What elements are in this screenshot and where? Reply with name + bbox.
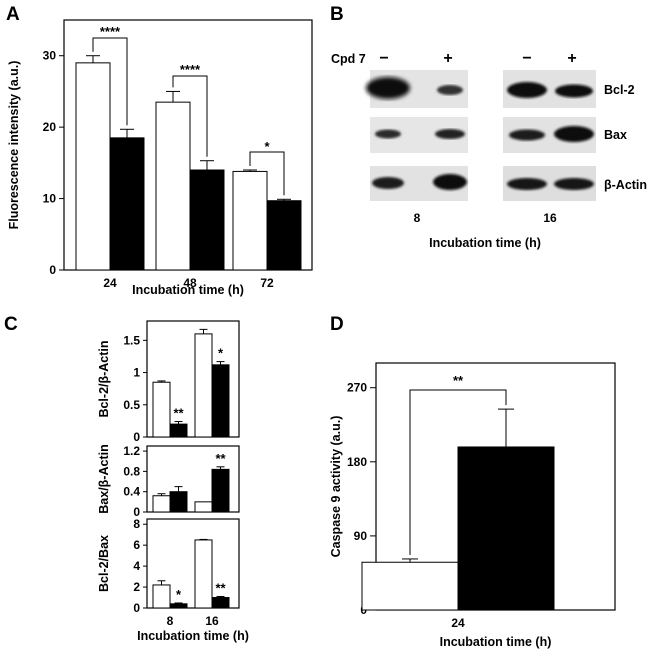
significance-bracket-A-2	[249, 151, 285, 196]
bar-D-cpd-7-24	[457, 446, 555, 611]
y-tick-label-D-3: 270	[347, 381, 367, 395]
x-tick-label-C3-1: 16	[205, 614, 219, 628]
panel-label-a: A	[6, 4, 20, 25]
x-axis-label-D: Incubation time (h)	[440, 635, 552, 649]
significance-mark-C3-0: *	[176, 587, 182, 602]
y-axis-label-D: Caspase 9 activity (a.u.)	[329, 416, 343, 558]
significance-bracket-A-1	[172, 75, 208, 157]
bar-C3-cpd-7-8	[169, 603, 188, 609]
bar-C3-control-16	[194, 539, 213, 609]
bar-C3-cpd-7-16	[211, 597, 230, 609]
y-axis-label-C3: Bcl-2/Bax	[97, 535, 111, 592]
y-tick-label-D-1: 90	[354, 529, 368, 543]
bar-A-control-72	[232, 170, 268, 271]
x-tick-label-A-0: 24	[103, 276, 117, 290]
bar-C1-control-8	[152, 381, 171, 438]
y-axis-label-C1: Bcl-2/β-Actin	[97, 340, 111, 417]
chart-a: 0 10 20 30 Fluorescence intensity (a.u.) 24 48…	[7, 19, 313, 297]
blot-time-16: 16	[543, 211, 557, 225]
bar-C2-control-8	[152, 495, 171, 513]
y-tick-label-C1-3: 1.5	[123, 333, 140, 347]
significance-bracket-A-0	[92, 37, 128, 126]
y-tick-label-C2-0: 0	[133, 505, 140, 519]
significance-mark-C3-1: **	[215, 580, 226, 595]
bar-D-control-24	[361, 561, 459, 611]
bar-C2-cpd-7-16	[211, 468, 230, 513]
bar-C3-control-8	[152, 584, 171, 609]
blot-strip-bcl2-16h	[503, 70, 596, 108]
blot-row-bcl2: Bcl-2	[604, 83, 635, 97]
y-tick-label-C3-4: 8	[133, 517, 140, 531]
significance-mark-A-0: ****	[100, 24, 121, 39]
y-tick-label-A-1: 10	[43, 192, 57, 206]
y-tick-label-C3-2: 4	[133, 559, 140, 573]
y-tick-label-C1-0: 0	[133, 430, 140, 444]
y-tick-label-A-3: 30	[43, 49, 57, 63]
bar-C1-control-16	[194, 333, 213, 438]
y-tick-label-C3-0: 0	[133, 601, 140, 615]
y-tick-label-C1-2: 1	[133, 366, 140, 380]
y-tick-label-C3-1: 2	[133, 580, 140, 594]
y-axis-label-C2: Bax/β-Actin	[97, 444, 111, 513]
chart-c-bax-actin: 0 0.4 0.8 1.2 Bax/β-Actin **	[97, 444, 240, 519]
panel-label-b: B	[330, 4, 344, 25]
x-axis-label-A: Incubation time (h)	[132, 283, 244, 297]
y-tick-label-C2-1: 0.4	[123, 485, 140, 499]
x-tick-label-A-1: 48	[183, 276, 197, 290]
blot-time-8: 8	[414, 211, 421, 225]
x-tick-label-A-2: 72	[260, 276, 274, 290]
y-tick-label-C2-2: 0.8	[123, 464, 140, 478]
y-tick-label-A-0: 0	[49, 263, 56, 277]
blot-strip-actin-16h	[503, 166, 596, 201]
y-tick-label-C1-1: 0.5	[123, 398, 140, 412]
bar-A-control-24	[75, 62, 111, 271]
lane-plus-8: +	[443, 50, 452, 67]
western-blot: Cpd 7 − + − +	[331, 50, 647, 250]
blot-strip-bax-8h	[370, 117, 468, 153]
bar-C1-cpd-7-8	[169, 423, 188, 438]
lane-plus-16: +	[567, 50, 576, 67]
significance-mark-A-2: *	[264, 139, 270, 154]
treatment-label: Cpd 7	[331, 52, 366, 66]
bar-A-cpd-7-72	[266, 200, 302, 271]
bar-A-control-48	[155, 101, 191, 271]
blot-strip-bcl2-8h	[366, 70, 468, 108]
bar-C1-cpd-7-16	[211, 364, 230, 438]
significance-mark-C1-1: *	[218, 346, 224, 361]
plot-frame-C3	[146, 518, 240, 609]
y-axis-label-A: Fluorescence intensity (a.u.)	[7, 61, 21, 230]
x-tick-label-D-0: 24	[451, 616, 465, 630]
y-tick-label-C2-3: 1.2	[123, 444, 140, 458]
blot-row-actin: β-Actin	[604, 178, 647, 192]
plot-frame-C1	[146, 320, 240, 438]
y-tick-label-C3-3: 6	[133, 538, 140, 552]
blot-row-bax: Bax	[604, 128, 627, 142]
x-tick-label-C3-0: 8	[167, 614, 174, 628]
panel-label-c: C	[4, 314, 18, 335]
bar-C2-cpd-7-8	[169, 491, 188, 513]
significance-mark-C2-1: **	[215, 451, 226, 466]
panel-label-d: D	[330, 314, 344, 335]
blot-x-axis-label: Incubation time (h)	[429, 236, 541, 250]
y-tick-label-D-2: 180	[347, 455, 367, 469]
blot-strip-actin-8h	[370, 166, 468, 201]
y-tick-label-A-2: 20	[43, 120, 57, 134]
bar-A-cpd-7-48	[189, 169, 225, 271]
lane-minus-16: −	[522, 50, 531, 67]
significance-bracket-D-0	[409, 389, 507, 555]
chart-d: 090180270Caspase 9 activity (a.u.)24Incu…	[329, 362, 616, 649]
lane-minus-8: −	[379, 50, 388, 67]
significance-mark-A-1: ****	[180, 62, 201, 77]
bar-A-cpd-7-24	[109, 137, 145, 271]
significance-mark-C1-0: **	[173, 406, 184, 421]
significance-mark-D-0: **	[453, 373, 464, 388]
plot-frame-C2	[146, 445, 240, 513]
blot-strip-bax-16h	[503, 117, 596, 153]
bar-C2-control-16	[194, 501, 213, 513]
x-axis-label-C3: Incubation time (h)	[137, 629, 249, 643]
